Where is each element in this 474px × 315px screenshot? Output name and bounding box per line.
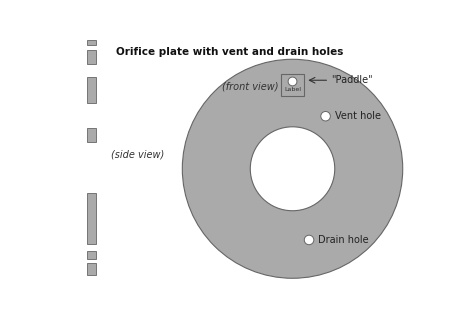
Text: "Paddle": "Paddle"	[331, 75, 373, 85]
Text: Drain hole: Drain hole	[318, 235, 369, 245]
Bar	[87, 128, 96, 142]
Bar	[87, 40, 96, 45]
Text: Orifice plate with vent and drain holes: Orifice plate with vent and drain holes	[116, 47, 344, 57]
Ellipse shape	[304, 235, 314, 245]
Ellipse shape	[321, 112, 330, 121]
Ellipse shape	[288, 77, 297, 86]
Bar	[87, 263, 96, 276]
Bar	[87, 50, 96, 65]
Bar	[282, 74, 303, 96]
Bar	[87, 193, 96, 244]
Ellipse shape	[182, 59, 403, 278]
Bar	[87, 251, 96, 259]
Text: (front view): (front view)	[222, 81, 279, 91]
Ellipse shape	[250, 127, 335, 211]
Text: Vent hole: Vent hole	[335, 111, 381, 121]
Bar	[87, 77, 96, 103]
Text: Label: Label	[284, 87, 301, 92]
Text: (side view): (side view)	[110, 149, 164, 159]
